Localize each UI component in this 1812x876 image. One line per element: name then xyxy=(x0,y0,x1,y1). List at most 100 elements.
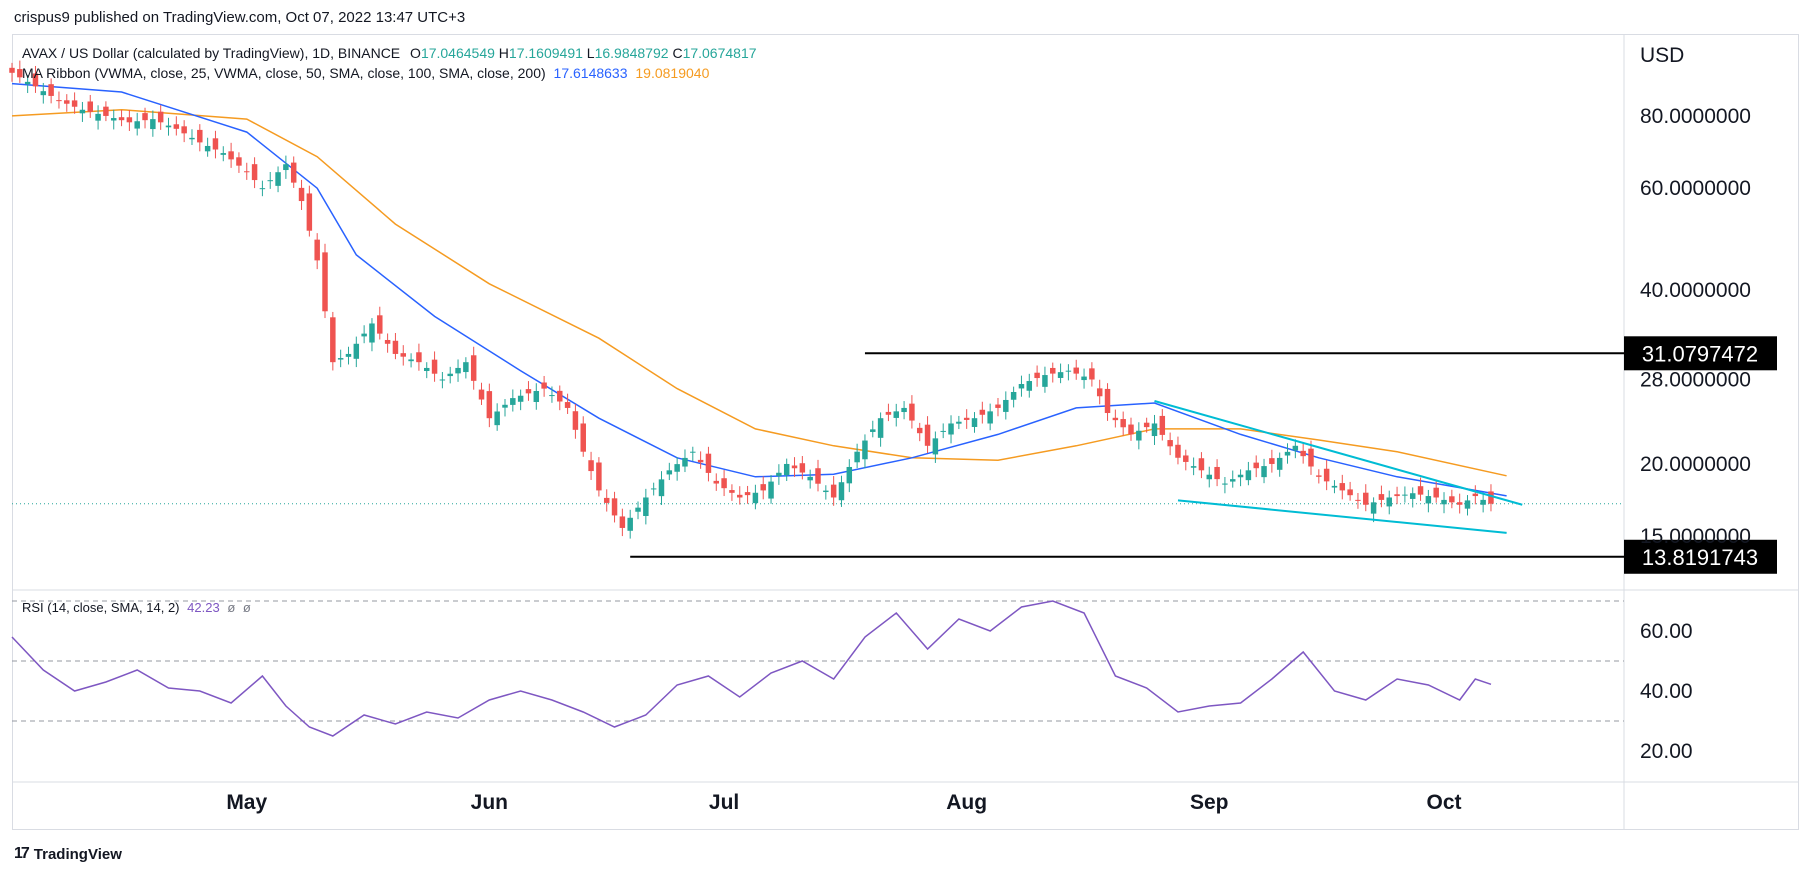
candle-body xyxy=(1269,458,1275,464)
candle-body xyxy=(494,411,500,426)
candle xyxy=(541,375,547,397)
candle-body xyxy=(142,113,148,121)
candle-body xyxy=(361,333,367,337)
candle xyxy=(549,386,555,403)
candle xyxy=(1347,481,1353,501)
candle xyxy=(682,449,688,473)
candle xyxy=(1026,373,1033,398)
candle-body xyxy=(275,172,281,186)
candle-body xyxy=(470,355,477,381)
high-label: H xyxy=(498,45,509,61)
candle xyxy=(783,458,790,482)
y-tick-label: 20.0000000 xyxy=(1640,453,1751,476)
candle-body xyxy=(956,421,962,424)
candle-body xyxy=(760,484,766,491)
candle xyxy=(298,179,305,210)
candle-body xyxy=(400,353,407,357)
candle-body xyxy=(1323,468,1330,482)
candle xyxy=(1104,383,1111,421)
candle xyxy=(189,129,195,146)
candle-body xyxy=(1456,502,1463,505)
candle xyxy=(901,401,907,420)
candle-body xyxy=(1300,450,1306,457)
candle-body xyxy=(971,418,978,427)
tradingview-logo-icon: 17 xyxy=(14,845,30,862)
candle-body xyxy=(9,67,15,73)
candle-body xyxy=(212,138,219,150)
candle-body xyxy=(643,497,649,517)
candle-body xyxy=(783,463,790,476)
candle-body xyxy=(1096,388,1103,397)
candle-body xyxy=(979,409,986,415)
candle xyxy=(24,74,31,94)
candle-body xyxy=(79,109,86,114)
candle-body xyxy=(478,389,485,400)
footer-brand[interactable]: 17 TradingView xyxy=(14,845,122,863)
candle-body xyxy=(791,465,798,469)
candle-body xyxy=(729,490,735,493)
candle xyxy=(862,434,868,469)
candle xyxy=(470,346,477,390)
candle-body xyxy=(40,91,47,96)
candle-body xyxy=(1347,489,1353,496)
candle xyxy=(87,94,93,118)
candle xyxy=(416,343,422,371)
candle xyxy=(330,311,336,371)
candle-body xyxy=(95,113,101,121)
candle-body xyxy=(236,157,242,166)
candle xyxy=(103,101,109,122)
candle xyxy=(1402,486,1408,503)
candle-body xyxy=(1190,466,1197,468)
candle xyxy=(580,416,586,457)
candle-body xyxy=(1409,493,1416,499)
candle-body xyxy=(510,398,516,405)
candle xyxy=(463,357,469,379)
candle xyxy=(1222,477,1228,494)
candle xyxy=(690,446,696,462)
candle xyxy=(134,112,140,136)
footer-brand-label: TradingView xyxy=(33,845,122,863)
candle-body xyxy=(1104,388,1111,414)
vwma-50-line xyxy=(11,108,1507,477)
candle-body xyxy=(666,470,673,475)
candle xyxy=(275,166,281,193)
candle-body xyxy=(1237,474,1244,478)
candle-body xyxy=(635,507,641,512)
ma-legend: MA Ribbon (VWMA, close, 25, VWMA, close,… xyxy=(22,65,709,81)
candle xyxy=(1464,495,1471,516)
candle-body xyxy=(244,171,250,173)
candle xyxy=(1488,484,1494,512)
candle xyxy=(48,78,54,104)
candle xyxy=(369,318,375,352)
candle xyxy=(220,146,227,162)
x-tick-label: Aug xyxy=(946,791,987,814)
candle xyxy=(1417,477,1424,501)
candle xyxy=(1190,457,1197,476)
candle xyxy=(1386,490,1392,515)
candle xyxy=(815,459,821,492)
candle-body xyxy=(862,440,868,460)
candle-body xyxy=(549,395,555,397)
candle-body xyxy=(611,498,618,516)
wedge-line xyxy=(1154,400,1523,506)
candle-body xyxy=(1136,430,1142,441)
candle-body xyxy=(71,100,78,107)
ma-value-2: 19.0819040 xyxy=(635,65,710,81)
price-legend: AVAX / US Dollar (calculated by TradingV… xyxy=(22,45,757,61)
candle-body xyxy=(909,403,915,421)
candle xyxy=(924,416,931,454)
candle xyxy=(17,60,23,83)
candle-body xyxy=(1370,502,1377,514)
candle xyxy=(1331,480,1338,494)
candle xyxy=(987,403,993,431)
candle xyxy=(290,156,297,188)
rsi-tick-label: 20.00 xyxy=(1640,740,1693,763)
candle-body xyxy=(1018,384,1025,389)
candle xyxy=(486,383,493,428)
candle xyxy=(228,142,234,168)
candle xyxy=(877,412,884,447)
candle xyxy=(251,157,258,189)
publisher-line: crispus9 published on TradingView.com, O… xyxy=(14,9,466,26)
candle-body xyxy=(1472,493,1479,497)
